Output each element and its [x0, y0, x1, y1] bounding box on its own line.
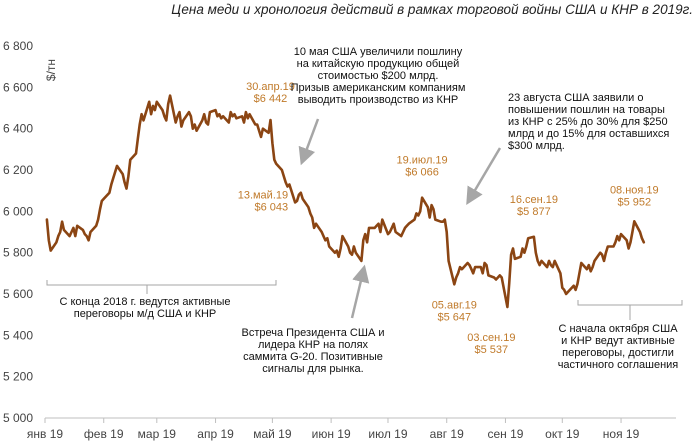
x-tick-label: июн 19: [312, 427, 351, 441]
y-tick-label: 5 800: [3, 246, 33, 260]
point-label-value: $5 537: [475, 344, 509, 356]
y-tick-label: 5 600: [3, 287, 33, 301]
x-tick-label: сен 19: [487, 427, 523, 441]
arrow-may10: [298, 118, 320, 166]
annotation-g20-line: Встреча Президента США и: [242, 327, 385, 339]
annotation-aug23-line: $300 млрд.: [508, 140, 565, 152]
bracket-october: [577, 300, 683, 306]
annotation-october-line: и КНР ведут активные: [561, 335, 675, 347]
annotation-may10-line: стоимостью $200 млрд.: [318, 70, 439, 82]
annotation-may10-line: 10 мая США увеличили пошлину: [294, 46, 463, 58]
annotation-g20-line: саммита G-20. Позитивные: [243, 351, 383, 363]
annotation-aug23-line: млрд и до 15% для оставшихся: [508, 128, 669, 140]
annotation-october-line: частичного соглашения: [558, 359, 679, 371]
chart-title: Цена меди и хронология действий в рамках…: [171, 2, 693, 17]
annotation-aug23-line: из КНР с 25% до 30% для $250: [508, 116, 668, 128]
y-tick-label: 6 800: [3, 39, 33, 53]
point-label-date: 05.авг.19: [432, 299, 477, 311]
y-tick-label: 6 200: [3, 163, 33, 177]
annotation-may10-line: Призыв американским компаниям: [291, 82, 466, 94]
y-tick-label: 6 000: [3, 204, 33, 218]
x-tick-label: июл 19: [368, 427, 407, 441]
annotation-g20-line: сигналы для рынка.: [262, 363, 363, 375]
x-tick-label: окт 19: [545, 427, 580, 441]
annotation-october-line: переговоры, достигли: [562, 347, 674, 359]
point-label-date: 03.сен.19: [467, 332, 515, 344]
arrow-aug23: [466, 147, 502, 206]
x-tick-label: ноя 19: [603, 427, 640, 441]
point-label-value: $5 952: [617, 196, 651, 208]
x-tick-label: авг 19: [430, 427, 464, 441]
y-tick-label: 5 000: [3, 411, 33, 425]
point-label-value: $6 043: [254, 201, 288, 213]
point-label-date: 13.май.19: [238, 189, 288, 201]
arrow-g20: [350, 264, 370, 319]
y-axis: 5 000 5 200 5 400 5 600 5 800 6 000 6 200 6 400…: [3, 39, 33, 425]
y-tick-label: 5 200: [3, 370, 33, 384]
annotation-october-line: С начала октября США: [558, 323, 678, 335]
point-label-date: 30.апр.19: [246, 81, 295, 93]
annotation-may10-line: на китайскую продукцию общей: [297, 58, 460, 70]
annotation-since2018-line: переговоры м/д США и КНР: [74, 308, 217, 320]
annotation-g20-line: лидера КНР на полях: [258, 339, 369, 351]
annotation-may10-line: выводить производство из КНР: [298, 94, 459, 106]
x-tick-label: май 19: [253, 427, 292, 441]
x-tick-label: янв 19: [27, 427, 64, 441]
point-label-date: 08.ноя.19: [610, 184, 659, 196]
x-axis: янв 19 фев 19 мар 19 апр 19 май 19 июн 19 июл …: [27, 417, 676, 441]
point-label-value: $6 066: [405, 167, 439, 179]
annotation-aug23-line: повышении пошлин на товары: [508, 104, 665, 116]
y-tick-label: 6 400: [3, 122, 33, 136]
point-label-value: $5 647: [437, 311, 471, 323]
copper-price-line: [45, 94, 646, 309]
y-axis-unit-label: $/тн: [44, 59, 58, 81]
point-label-date: 16.сен.19: [510, 194, 558, 206]
y-tick-label: 5 400: [3, 328, 33, 342]
annotation-aug23-line: 23 августа США заявили о: [508, 92, 644, 104]
point-label-date: 19.июл.19: [397, 155, 448, 167]
x-tick-label: фев 19: [84, 427, 124, 441]
x-tick-label: мар 19: [138, 427, 177, 441]
point-label-value: $6 442: [254, 93, 288, 105]
bracket-since-2018: [46, 280, 277, 286]
annotation-since2018-line: С конца 2018 г. ведутся активные: [59, 296, 230, 308]
y-tick-label: 6 600: [3, 80, 33, 94]
point-label-value: $5 877: [517, 206, 551, 218]
x-tick-label: апр 19: [197, 427, 234, 441]
